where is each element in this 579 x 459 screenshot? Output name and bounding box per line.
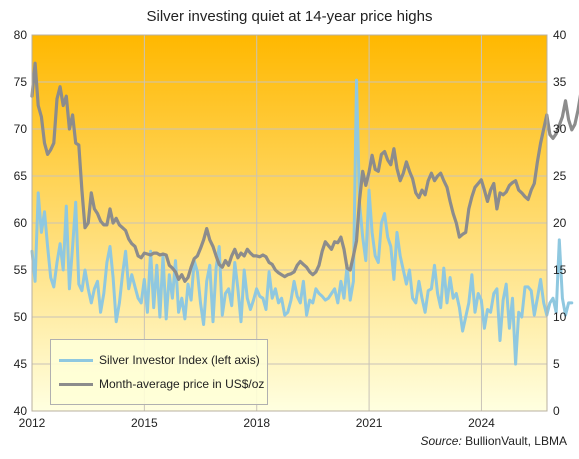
y-left-tick-label: 40 [14,404,28,418]
x-tick-label: 2024 [468,416,495,430]
y-right-tick-label: 35 [553,75,567,89]
x-tick-label: 2015 [131,416,158,430]
y-right-tick-label: 5 [553,357,560,371]
y-right-tick-label: 10 [553,310,567,324]
x-tick-label: 2012 [19,416,46,430]
y-left-tick-label: 60 [14,216,28,230]
source-text: BullionVault, LBMA [465,434,567,448]
x-tick-label: 2018 [243,416,270,430]
x-tick-label: 2021 [356,416,383,430]
chart-legend: Silver Investor Index (left axis) Month-… [50,339,268,405]
y-left-tick-label: 80 [14,28,28,42]
y-right-tick-label: 30 [553,122,567,136]
y-left-tick-label: 55 [14,263,28,277]
y-left-tick-label: 45 [14,357,28,371]
legend-label-month-average-price: Month-average price in US$/oz [99,377,265,391]
legend-item-silver-investor-index: Silver Investor Index (left axis) [59,350,260,370]
y-right-tick-label: 15 [553,263,567,277]
y-right-tick-label: 0 [553,404,560,418]
legend-swatch-month-average-price [59,382,93,386]
series-line-month-average-price [30,61,579,283]
legend-label-silver-investor-index: Silver Investor Index (left axis) [99,353,260,367]
y-right-tick-label: 40 [553,28,567,42]
legend-item-month-average-price: Month-average price in US$/oz [59,374,264,394]
plot-frame [31,34,548,412]
legend-swatch-silver-investor-index [59,358,93,362]
y-left-tick-label: 70 [14,122,28,136]
source-prefix: Source: [420,434,462,448]
source-note: Source: BullionVault, LBMA [420,434,567,448]
y-left-tick-label: 65 [14,169,28,183]
y-right-tick-label: 25 [553,169,567,183]
y-left-tick-label: 50 [14,310,28,324]
y-right-tick-label: 20 [553,216,567,230]
y-left-tick-label: 75 [14,75,28,89]
series-line-silver-investor-index [30,78,574,366]
chart-title: Silver investing quiet at 14-year price … [146,8,433,25]
